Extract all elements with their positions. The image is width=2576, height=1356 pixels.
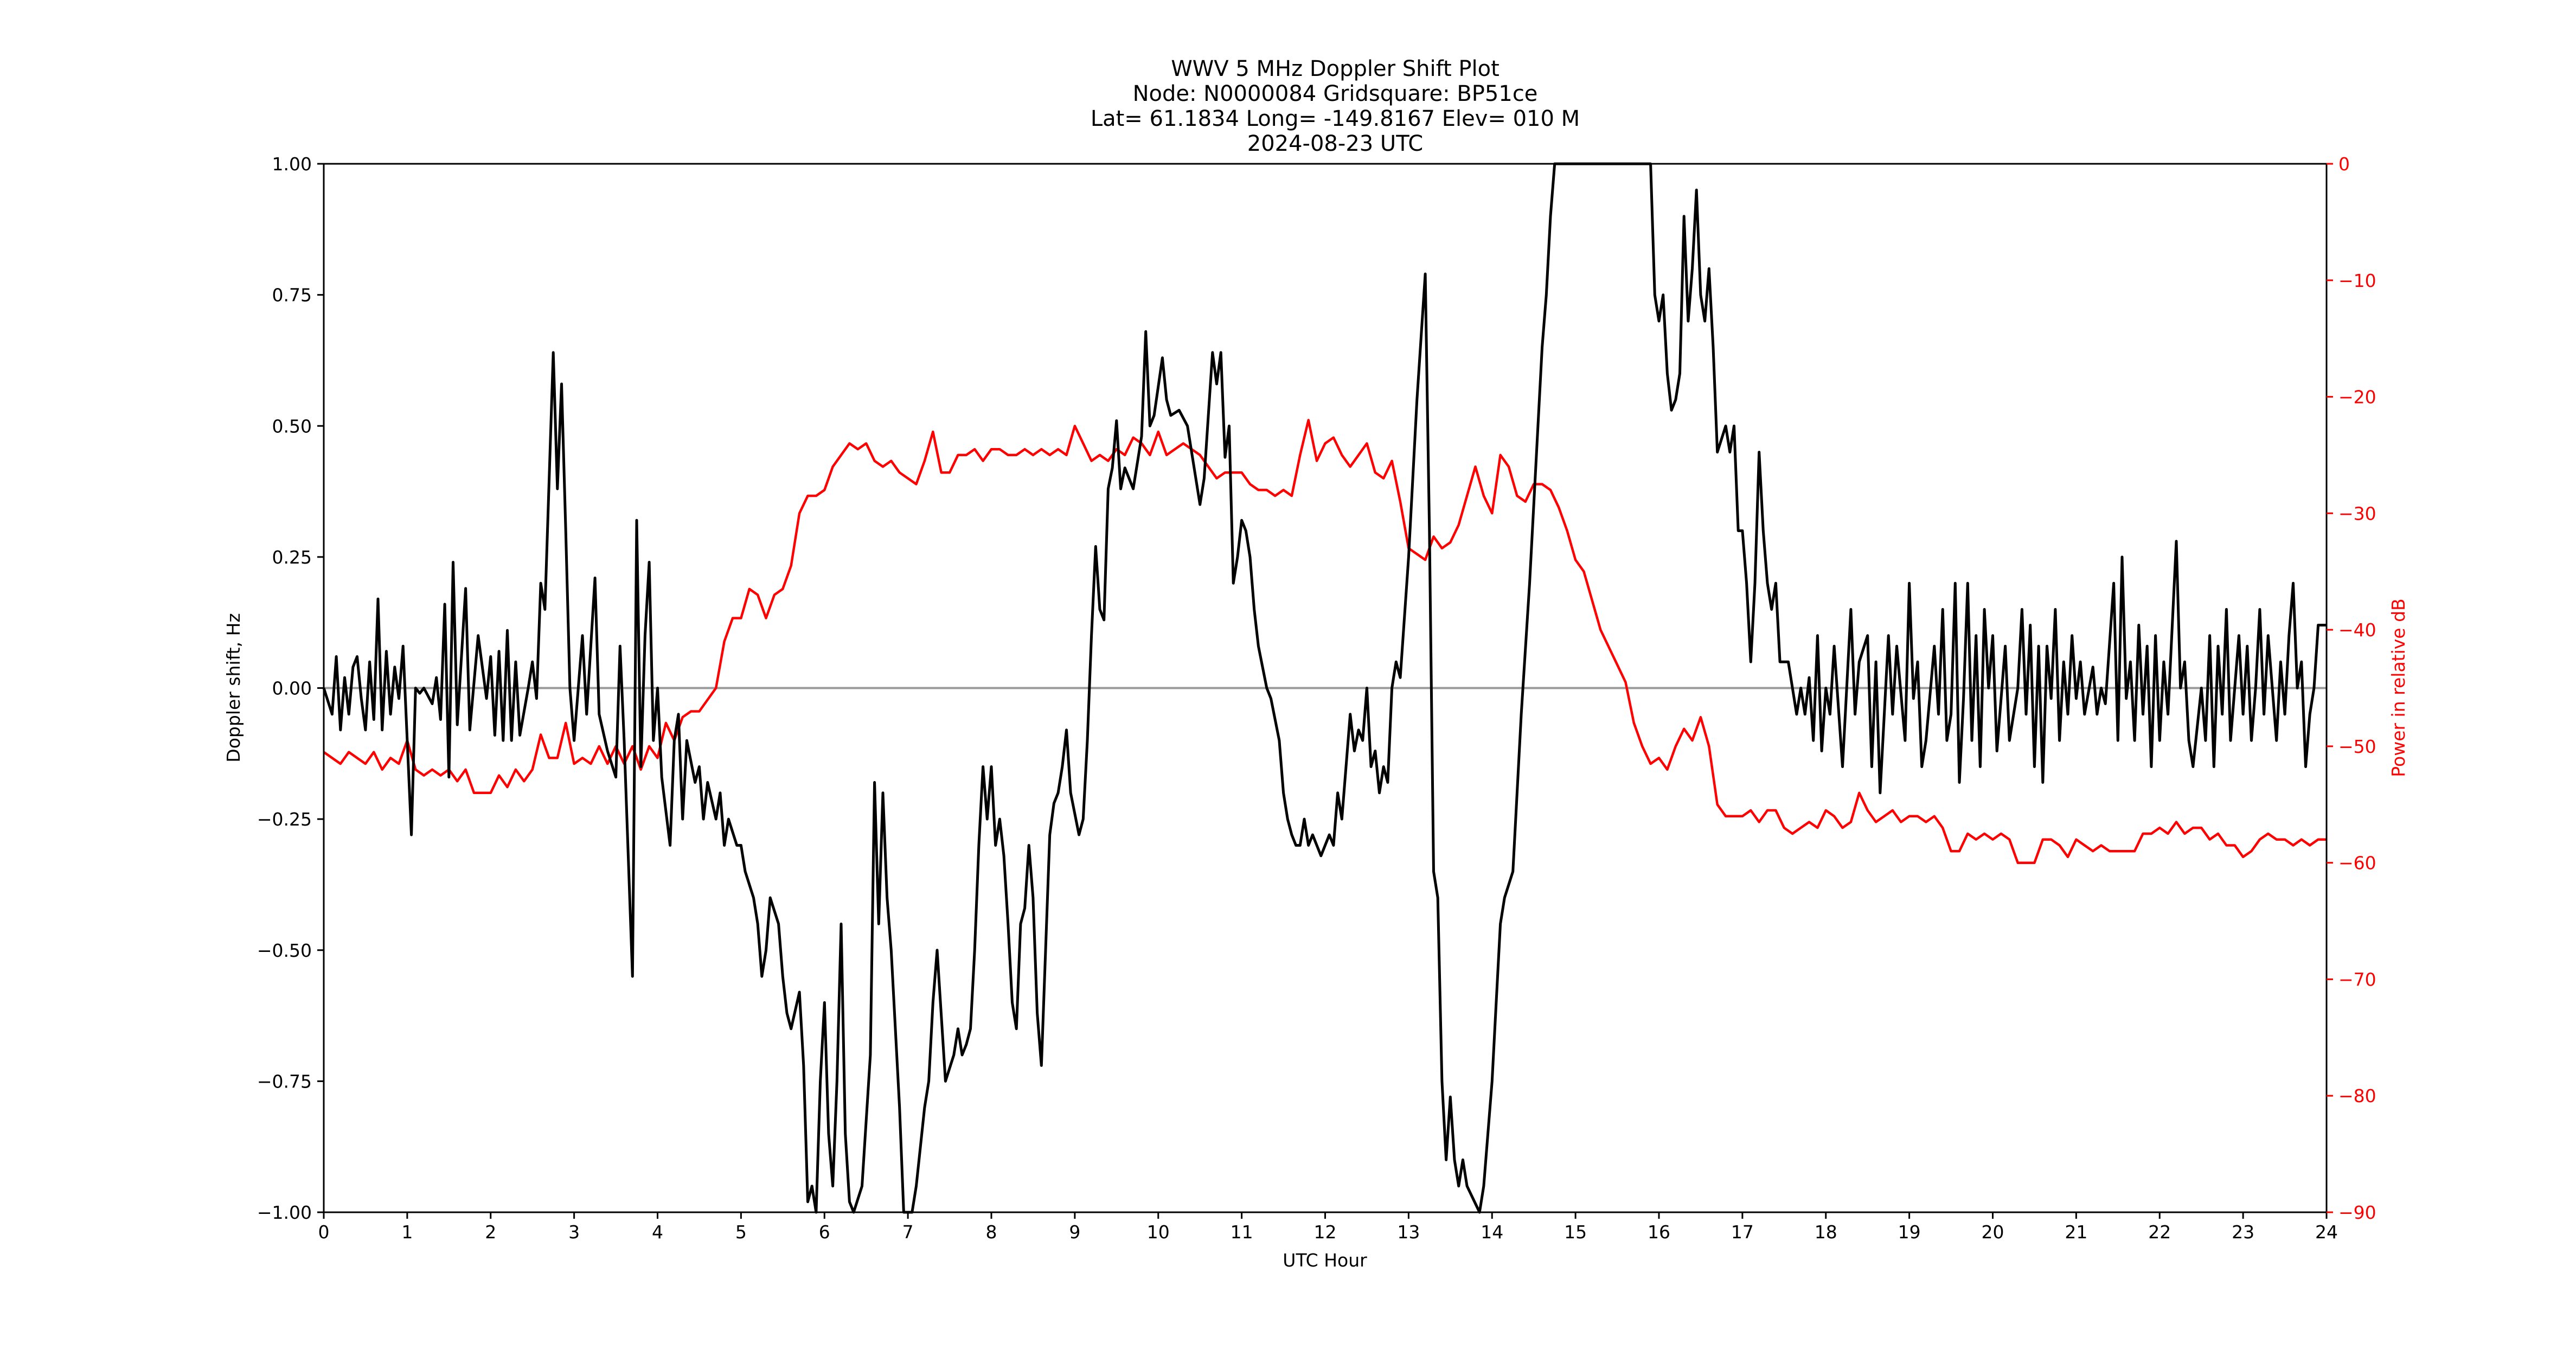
x-tick-label: 6 bbox=[819, 1221, 830, 1243]
title-line-4: 2024-08-23 UTC bbox=[1247, 131, 1423, 156]
x-tick-label: 22 bbox=[2148, 1221, 2171, 1243]
title-line-3: Lat= 61.1834 Long= -149.8167 Elev= 010 M bbox=[1091, 106, 1580, 131]
y-right-axis-label: Power in relative dB bbox=[2388, 598, 2409, 777]
x-tick-label: 23 bbox=[2232, 1221, 2254, 1243]
x-tick-label: 13 bbox=[1397, 1221, 1420, 1243]
y-right-tick-label: −10 bbox=[2338, 270, 2376, 291]
x-tick-label: 14 bbox=[1481, 1221, 1503, 1243]
y-left-axis-ticks: −1.00 −0.75 −0.50 −0.25 0.00 0.25 0.50 0.75 1.00 bbox=[257, 153, 324, 1223]
x-axis-ticks: 0 1 2 3 4 5 6 7 8 9 10 11 12 13 14 15 16 17 18 19 20 21 22 23 24 bbox=[318, 1212, 2338, 1243]
x-axis-label: UTC Hour bbox=[1283, 1250, 1367, 1271]
y-right-tick-label: −50 bbox=[2338, 736, 2376, 757]
x-tick-label: 19 bbox=[1898, 1221, 1921, 1243]
x-tick-label: 9 bbox=[1069, 1221, 1080, 1243]
doppler-series-line bbox=[322, 162, 2327, 1214]
y-left-tick-label: 0.75 bbox=[272, 285, 312, 306]
x-tick-label: 11 bbox=[1231, 1221, 1253, 1243]
title-line-1: WWV 5 MHz Doppler Shift Plot bbox=[1171, 56, 1500, 81]
x-tick-label: 1 bbox=[401, 1221, 413, 1243]
x-tick-label: 12 bbox=[1314, 1221, 1337, 1243]
y-right-tick-label: −70 bbox=[2338, 969, 2376, 990]
y-right-tick-label: 0 bbox=[2338, 153, 2350, 175]
y-left-tick-label: −0.75 bbox=[257, 1071, 312, 1092]
x-tick-label: 10 bbox=[1147, 1221, 1170, 1243]
y-left-tick-label: 1.00 bbox=[272, 153, 312, 175]
x-tick-label: 21 bbox=[2065, 1221, 2087, 1243]
x-tick-label: 0 bbox=[318, 1221, 330, 1243]
y-left-tick-label: −1.00 bbox=[257, 1202, 312, 1223]
y-right-tick-label: −90 bbox=[2338, 1202, 2376, 1223]
plot-area bbox=[322, 162, 2327, 1214]
x-tick-label: 4 bbox=[652, 1221, 663, 1243]
y-left-axis-label: Doppler shift, Hz bbox=[223, 613, 244, 762]
title-line-2: Node: N0000084 Gridsquare: BP51ce bbox=[1133, 81, 1538, 106]
y-left-tick-label: 0.00 bbox=[272, 678, 312, 699]
x-tick-label: 15 bbox=[1564, 1221, 1587, 1243]
x-tick-label: 17 bbox=[1731, 1221, 1754, 1243]
x-tick-label: 2 bbox=[485, 1221, 496, 1243]
y-right-tick-label: −60 bbox=[2338, 853, 2376, 874]
x-tick-label: 8 bbox=[986, 1221, 997, 1243]
x-tick-label: 3 bbox=[568, 1221, 580, 1243]
x-tick-label: 5 bbox=[735, 1221, 747, 1243]
y-left-tick-label: 0.50 bbox=[272, 415, 312, 437]
y-right-axis-ticks: 0 −10 −20 −30 −40 −50 −60 −70 −80 −90 bbox=[2327, 153, 2376, 1223]
x-tick-label: 18 bbox=[1815, 1221, 1837, 1243]
y-right-tick-label: −20 bbox=[2338, 387, 2376, 408]
y-right-tick-label: −80 bbox=[2338, 1085, 2376, 1106]
y-left-tick-label: −0.25 bbox=[257, 809, 312, 830]
x-tick-label: 20 bbox=[1982, 1221, 2004, 1243]
y-left-tick-label: 0.25 bbox=[272, 547, 312, 568]
y-right-tick-label: −40 bbox=[2338, 619, 2376, 641]
y-left-tick-label: −0.50 bbox=[257, 940, 312, 961]
x-tick-label: 7 bbox=[902, 1221, 914, 1243]
y-right-tick-label: −30 bbox=[2338, 503, 2376, 524]
chart-title: WWV 5 MHz Doppler Shift Plot Node: N0000… bbox=[1091, 56, 1580, 156]
x-tick-label: 24 bbox=[2315, 1221, 2338, 1243]
power-series-line bbox=[323, 419, 2327, 864]
x-tick-label: 16 bbox=[1648, 1221, 1670, 1243]
